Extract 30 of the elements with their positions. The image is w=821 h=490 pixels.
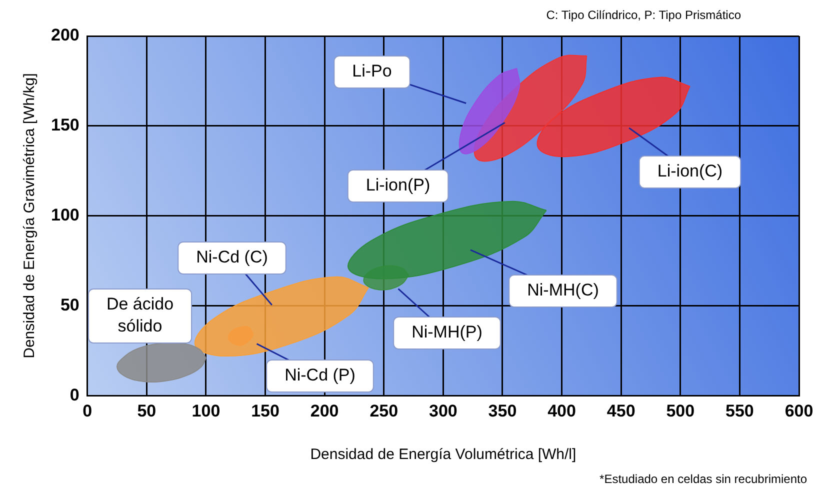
x-axis-title: Densidad de Energía Volumétrica [Wh/l] <box>310 446 576 464</box>
text: Ni-MH(P) <box>412 322 482 342</box>
x-tick-label: 100 <box>192 401 220 420</box>
text: Ni-Cd (P) <box>284 366 356 385</box>
y-axis-title: Densidad de Energía Gravimétrica [Wh/kg] <box>21 73 38 358</box>
x-tick-label: 550 <box>726 401 754 420</box>
y-tick-label: 0 <box>70 385 80 404</box>
series-label: De ácido sólido <box>106 294 174 336</box>
text: Li-ion(P) <box>366 176 430 195</box>
text: *Estudiado en celdas sin recubrimiento <box>600 472 807 486</box>
x-tick-label: 350 <box>488 401 517 420</box>
series-label: Li-ion(C) <box>657 162 723 181</box>
x-tick-label: 200 <box>310 401 339 420</box>
y-tick-label: 150 <box>50 116 80 135</box>
x-tick-label: 50 <box>137 401 156 420</box>
x-tick-label: 600 <box>784 401 814 420</box>
x-tick-label: 450 <box>606 401 636 420</box>
x-tick-label: 500 <box>666 401 695 420</box>
series-label: Ni-Cd (C) <box>196 248 268 267</box>
y-tick-label: 100 <box>50 205 80 224</box>
x-tick-label: 250 <box>370 401 398 420</box>
text: C: Tipo Cilíndrico, P: Tipo Prismático <box>546 8 741 22</box>
y-tick-label: 200 <box>50 26 80 45</box>
text: Ni-MH(C) <box>527 280 599 300</box>
x-tick-label: 300 <box>428 401 458 420</box>
x-tick-label: 400 <box>548 401 576 420</box>
text: Li-Po <box>352 62 392 81</box>
y-tick-label: 50 <box>60 295 80 314</box>
x-tick-label: 0 <box>82 401 92 420</box>
x-tick-label: 150 <box>251 401 280 420</box>
